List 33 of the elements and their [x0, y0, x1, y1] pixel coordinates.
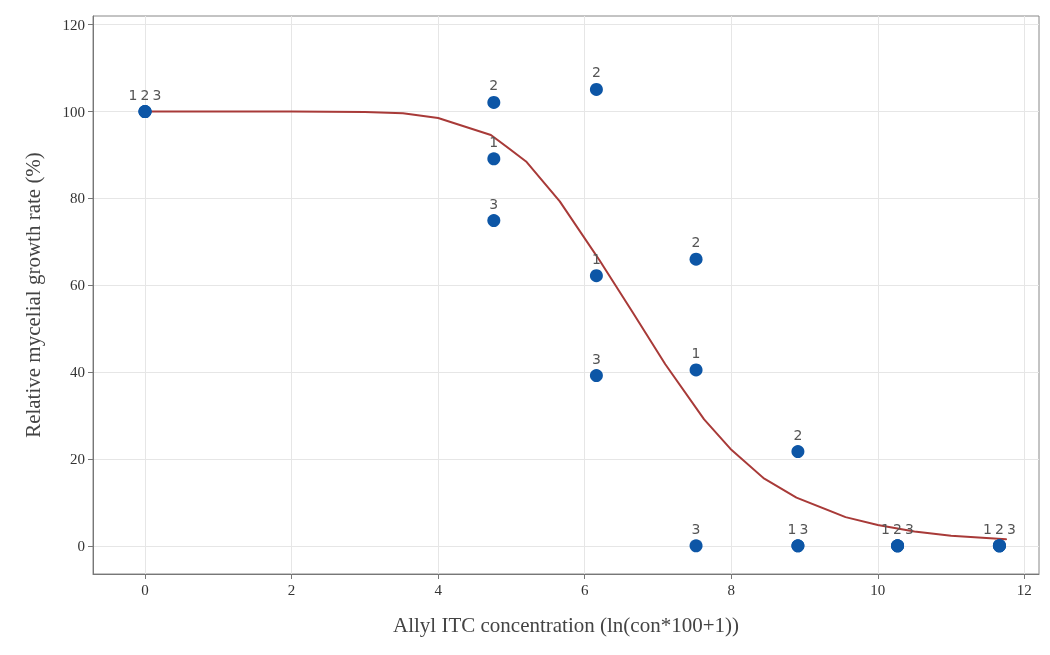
annotation: 3 — [152, 86, 162, 103]
y-tick-label: 60 — [70, 277, 85, 294]
annotation: 2 — [793, 426, 803, 443]
y-tick-label: 120 — [62, 16, 85, 33]
annotation: 3 — [1006, 520, 1016, 537]
x-tick-label: 12 — [1016, 581, 1032, 598]
annotation: 1 — [489, 133, 499, 150]
y-tick-label: 100 — [62, 103, 85, 120]
annotation: 3 — [799, 520, 809, 537]
x-tick-label: 6 — [580, 581, 589, 598]
y-axis-title: Relative mycelial growth rate (%) — [20, 152, 45, 438]
annotation: 2 — [994, 520, 1004, 537]
annotation: 1 — [787, 520, 797, 537]
annotation: 2 — [691, 234, 701, 251]
annotation: 1 — [691, 344, 701, 361]
annotation: 3 — [591, 350, 601, 367]
x-axis-title: Allyl ITC concentration (ln(con*100+1)) — [393, 612, 739, 637]
x-tick-label: 2 — [287, 581, 296, 598]
annotation: 3 — [489, 195, 499, 212]
x-tick-label: 10 — [870, 581, 886, 598]
y-tick-label: 0 — [77, 537, 85, 554]
annotation: 3 — [691, 520, 701, 537]
annotation: 2 — [140, 86, 150, 103]
annotation: 2 — [489, 77, 499, 94]
x-tick-label: 8 — [727, 581, 735, 598]
annotation: 1 — [128, 86, 138, 103]
x-tick-label: 4 — [434, 581, 443, 598]
y-tick-label: 20 — [70, 450, 85, 467]
annotation: 2 — [591, 64, 601, 81]
x-tick-label: 0 — [141, 581, 149, 598]
y-tick-label: 40 — [70, 364, 85, 381]
annotation: 1 — [982, 520, 992, 537]
y-tick-label: 80 — [70, 190, 85, 207]
